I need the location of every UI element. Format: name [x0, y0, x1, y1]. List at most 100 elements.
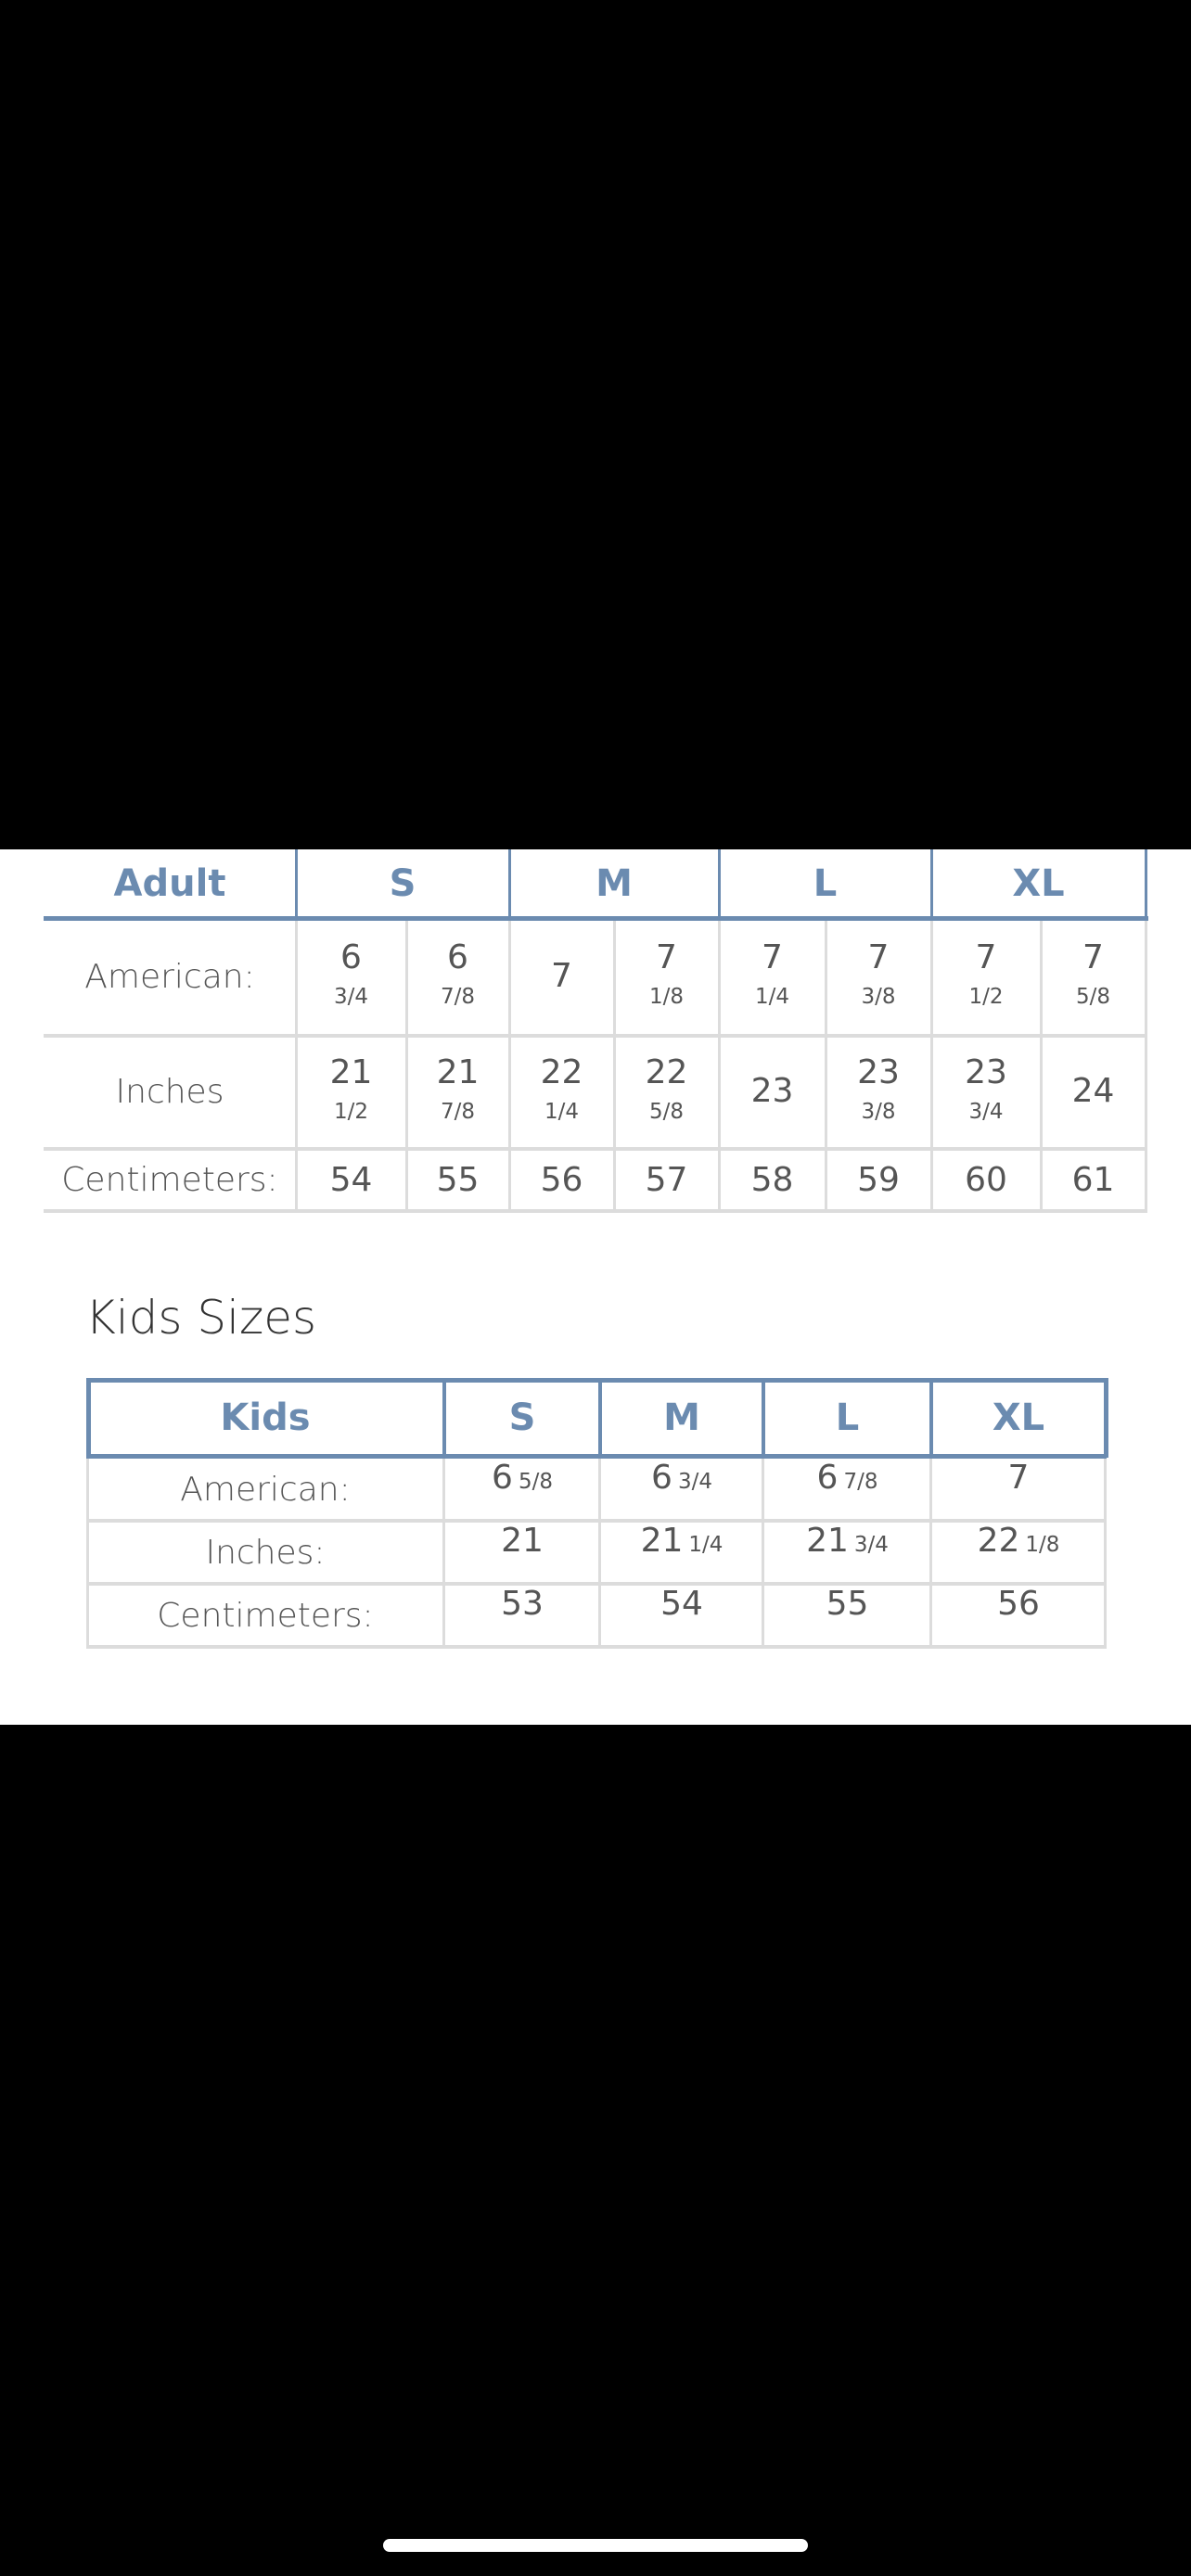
value-fraction: 1/8 [1025, 1533, 1060, 1557]
value-whole: 55 [826, 1585, 869, 1623]
grid-line [44, 1147, 1147, 1151]
grid-line [929, 1458, 932, 1647]
row-label-cell: American: [44, 918, 296, 1035]
value-fraction: 3/4 [677, 1470, 712, 1494]
value-whole: 56 [997, 1585, 1040, 1623]
grid-line [44, 1209, 1147, 1213]
value-whole: 7 [1007, 1459, 1030, 1497]
size-value-cell: 7 [931, 1458, 1106, 1521]
header-cell: Adult [44, 849, 296, 918]
grid-line [718, 849, 721, 920]
value-fraction: 1/4 [688, 1533, 724, 1557]
grid-line [508, 849, 511, 920]
row-label-cell: American: [86, 1458, 444, 1521]
value-fraction: 5/8 [1075, 985, 1110, 1009]
grid-line [929, 1378, 933, 1458]
value-whole: 58 [750, 1160, 794, 1199]
header-cell: XL [931, 849, 1146, 918]
row-label-cell: Centimeters: [86, 1584, 444, 1647]
value-whole: 6 [340, 938, 362, 976]
header-cell: S [444, 1378, 600, 1458]
value-whole: 7 [867, 938, 890, 976]
grid-line [1104, 1378, 1108, 1458]
value-fraction: 1/2 [968, 985, 1004, 1009]
grid-line [295, 849, 298, 920]
value-whole: 55 [436, 1160, 480, 1199]
size-value-cell: 21 7/8 [406, 1035, 509, 1148]
value-whole: 6 [447, 938, 468, 976]
grid-line [762, 1458, 764, 1647]
size-value-cell: 54 [296, 1148, 406, 1212]
header-label: XL [1012, 862, 1065, 905]
size-value-cell: 6 3/4 [296, 918, 406, 1035]
row-label: Centimeters: [61, 1161, 278, 1199]
header-cell: L [719, 849, 931, 918]
size-value-cell: 23 3/8 [826, 1035, 931, 1148]
size-value-cell: 22 1/8 [931, 1521, 1106, 1584]
value-whole: 6 [492, 1459, 513, 1497]
row-label: American: [180, 1470, 351, 1509]
value-whole: 22 [540, 1053, 583, 1091]
size-value-cell: 7 5/8 [1041, 918, 1146, 1035]
size-value-cell: 56 [931, 1584, 1106, 1647]
grid-line [1104, 1458, 1107, 1647]
header-label: Kids [220, 1396, 311, 1439]
size-value-cell: 6 3/4 [600, 1458, 763, 1521]
row-label: American: [84, 957, 255, 996]
kids-sizes-heading: Kids Sizes [85, 1291, 317, 1345]
header-label: M [663, 1396, 700, 1439]
value-whole: 22 [977, 1522, 1020, 1560]
value-whole: 21 [329, 1053, 373, 1091]
value-whole: 7 [1082, 938, 1104, 976]
value-whole: 56 [540, 1160, 583, 1199]
size-value-cell: 57 [614, 1148, 719, 1212]
value-whole: 23 [750, 1072, 794, 1110]
grid-line [1145, 921, 1147, 1212]
value-whole: 54 [329, 1160, 373, 1199]
value-fraction: 5/8 [648, 1100, 684, 1124]
size-value-cell: 54 [600, 1584, 763, 1647]
grid-line [613, 921, 616, 1212]
grid-line [762, 1378, 765, 1458]
size-value-cell: 53 [444, 1584, 600, 1647]
grid-line [86, 1378, 91, 1458]
value-fraction: 7/8 [440, 985, 475, 1009]
home-indicator[interactable] [383, 2539, 808, 2552]
value-fraction: 1/4 [544, 1100, 579, 1124]
size-value-cell: 56 [509, 1148, 614, 1212]
value-whole: 21 [436, 1053, 480, 1091]
header-cell: M [600, 1378, 763, 1458]
adult-size-table: Adult S M L XL American: 6 3/4 6 7/8 7 7 1/8 7 1/4 7 3/8… [44, 849, 1149, 1220]
grid-line [1145, 849, 1147, 920]
value-fraction: 3/4 [853, 1533, 889, 1557]
header-label: XL [992, 1396, 1045, 1439]
grid-line [86, 1645, 1107, 1649]
value-fraction: 5/8 [518, 1470, 553, 1494]
grid-line [44, 1034, 1147, 1038]
grid-line [86, 1519, 1107, 1523]
value-fraction: 3/8 [861, 985, 896, 1009]
header-cell: L [763, 1378, 931, 1458]
value-whole: 23 [857, 1053, 900, 1091]
size-value-cell: 55 [406, 1148, 509, 1212]
grid-line [86, 1454, 1107, 1459]
grid-line [442, 1458, 445, 1647]
size-value-cell: 6 7/8 [406, 918, 509, 1035]
grid-line [930, 849, 933, 920]
value-whole: 21 [640, 1522, 684, 1560]
size-value-cell: 59 [826, 1148, 931, 1212]
size-value-cell: 23 3/4 [931, 1035, 1041, 1148]
kids-size-table: Kids S M L XL American: 6 5/8 6 3/4 6 7/8 7 Inches: 21… [86, 1378, 1111, 1656]
grid-line [508, 921, 511, 1212]
grid-line [86, 1582, 1107, 1586]
value-whole: 54 [660, 1585, 703, 1623]
size-value-cell: 55 [763, 1584, 931, 1647]
value-fraction: 1/2 [333, 1100, 368, 1124]
value-whole: 22 [645, 1053, 688, 1091]
size-value-cell: 24 [1041, 1035, 1146, 1148]
grid-line [44, 916, 1148, 921]
size-value-cell: 6 7/8 [763, 1458, 931, 1521]
header-label: Adult [113, 862, 226, 905]
size-value-cell: 7 1/2 [931, 918, 1041, 1035]
size-value-cell: 7 1/8 [614, 918, 719, 1035]
